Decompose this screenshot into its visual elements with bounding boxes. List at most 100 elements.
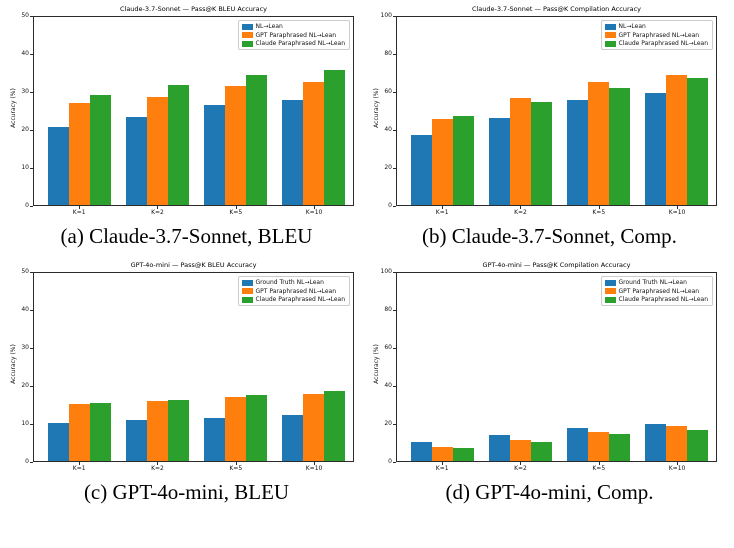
y-tick-mark: [393, 92, 396, 93]
y-tick-label: 40: [21, 50, 29, 57]
bar-K=1-series-2: [90, 94, 112, 205]
legend-item: GPT Paraphrased NL→Lean: [604, 288, 708, 295]
y-tick-mark: [393, 424, 396, 425]
x-tick-mark: [314, 462, 316, 465]
y-tick-label: 0: [25, 202, 29, 209]
bar-K=2-series-1: [510, 98, 532, 205]
bar-K=1-series-0: [48, 127, 70, 205]
chart-claude-sonnet-compilation: Claude-3.7-Sonnet — Pass@K Compilation A…: [369, 4, 730, 218]
legend-label: Claude Paraphrased NL→Lean: [618, 296, 708, 303]
bar-K=5-series-2: [609, 88, 631, 205]
legend-label: GPT Paraphrased NL→Lean: [255, 31, 337, 39]
legend-label: GPT Paraphrased NL→Lean: [618, 31, 700, 39]
bar-K=2-series-0: [126, 117, 148, 205]
y-tick-mark: [30, 168, 33, 169]
legend-swatch: [241, 279, 253, 286]
plot-area: NL→Lean GPT Paraphrased NL→Lean Claude Par…: [396, 16, 717, 206]
legend-swatch: [241, 40, 253, 47]
x-tick-mark: [677, 206, 679, 209]
x-tick-mark: [157, 462, 159, 465]
bar-K=1-series-1: [432, 119, 454, 205]
bar-K=2-series-1: [147, 97, 169, 205]
y-tick-mark: [30, 54, 33, 55]
bar-K=10-series-2: [686, 430, 708, 461]
y-tick-label: 0: [388, 202, 392, 209]
y-tick-mark: [30, 130, 33, 131]
bar-K=5-series-2: [246, 75, 268, 205]
bar-K=2-series-1: [147, 400, 169, 461]
legend-swatch: [241, 32, 253, 38]
x-tick-label: K=5: [229, 465, 243, 472]
x-tick-label: K=10: [305, 465, 323, 472]
bar-K=10-series-1: [302, 81, 324, 205]
x-tick-mark: [520, 206, 522, 209]
y-tick-mark: [393, 310, 396, 311]
x-tick-label: K=1: [72, 209, 86, 216]
y-tick-label: 60: [384, 88, 392, 95]
legend-swatch: [241, 23, 253, 30]
x-tick-mark: [79, 206, 81, 209]
figure-caption-c: (c) GPT-4o-mini, BLEU: [83, 480, 290, 504]
x-tick-label: K=1: [72, 465, 86, 472]
x-tick-label: K=2: [514, 209, 527, 216]
y-tick-label: 80: [384, 50, 392, 57]
bar-K=5-series-1: [588, 82, 609, 205]
bar-K=10-series-0: [281, 415, 303, 461]
figure-b: Claude-3.7-Sonnet — Pass@K Compilation A…: [369, 4, 730, 249]
legend-item: GPT Paraphrased NL→Lean: [241, 288, 345, 295]
bar-K=2-series-0: [489, 118, 511, 205]
legend-label: Ground Truth NL→Lean: [255, 279, 324, 286]
y-tick-label: 0: [25, 458, 29, 465]
bar-K=2-series-2: [531, 101, 553, 205]
x-tick-mark: [442, 462, 444, 465]
legend-swatch: [604, 23, 616, 30]
y-tick-mark: [393, 206, 396, 207]
figure-a: Claude-3.7-Sonnet — Pass@K BLEU Accuracy…: [6, 4, 367, 249]
figure-d: GPT-4o-mini — Pass@K Compilation Accurac…: [369, 260, 730, 505]
bar-K=2-series-2: [531, 442, 553, 461]
bar-K=2-series-0: [126, 420, 148, 461]
bar-K=1-series-1: [69, 404, 91, 461]
chart-title: GPT-4o-mini — Pass@K BLEU Accuracy: [130, 261, 257, 269]
y-tick-mark: [393, 168, 396, 169]
y-tick-label: 20: [21, 382, 29, 389]
y-tick-label: 30: [21, 88, 29, 95]
bar-K=10-series-0: [644, 423, 666, 461]
x-tick-label: K=5: [592, 465, 606, 472]
bar-K=5-series-1: [225, 85, 246, 205]
figure-c: GPT-4o-mini — Pass@K BLEU Accuracy Accura…: [6, 260, 367, 505]
y-tick-mark: [393, 272, 396, 273]
x-tick-mark: [520, 462, 522, 465]
chart-claude-sonnet-bleu: Claude-3.7-Sonnet — Pass@K BLEU Accuracy…: [6, 4, 367, 218]
y-tick-label: 0: [388, 458, 392, 465]
y-tick-label: 50: [21, 12, 29, 19]
figure-caption-b: (b) Claude-3.7-Sonnet, Comp.: [422, 224, 677, 248]
legend-label: NL→Lean: [618, 23, 646, 30]
figure-caption-a: (a) Claude-3.7-Sonnet, BLEU: [60, 224, 313, 248]
bar-K=5-series-0: [204, 105, 225, 205]
bar-K=5-series-1: [225, 397, 246, 461]
bar-K=10-series-0: [281, 100, 303, 205]
y-tick-label: 10: [21, 164, 29, 171]
legend-swatch: [241, 296, 253, 303]
legend-label: Claude Paraphrased NL→Lean: [618, 40, 708, 47]
bar-K=5-series-0: [567, 100, 588, 205]
legend-item: Ground Truth NL→Lean: [241, 279, 345, 286]
bar-K=5-series-2: [246, 395, 268, 461]
legend-item: Claude Paraphrased NL→Lean: [241, 296, 345, 303]
x-tick-mark: [442, 206, 444, 209]
bar-K=1-series-0: [48, 423, 70, 461]
x-tick-label: K=1: [435, 465, 449, 472]
chart-gpt4o-mini-bleu: GPT-4o-mini — Pass@K BLEU Accuracy Accura…: [6, 260, 367, 474]
bar-K=1-series-0: [411, 442, 433, 461]
bar-K=1-series-1: [432, 447, 454, 461]
y-tick-mark: [393, 130, 396, 131]
plot-area: NL→Lean GPT Paraphrased NL→Lean Claude Par…: [33, 16, 354, 206]
y-tick-mark: [30, 16, 33, 17]
x-tick-mark: [157, 206, 159, 209]
y-tick-label: 20: [384, 164, 392, 171]
x-tick-mark: [598, 206, 600, 209]
legend-item: NL→Lean: [604, 23, 708, 30]
y-tick-label: 20: [21, 126, 29, 133]
